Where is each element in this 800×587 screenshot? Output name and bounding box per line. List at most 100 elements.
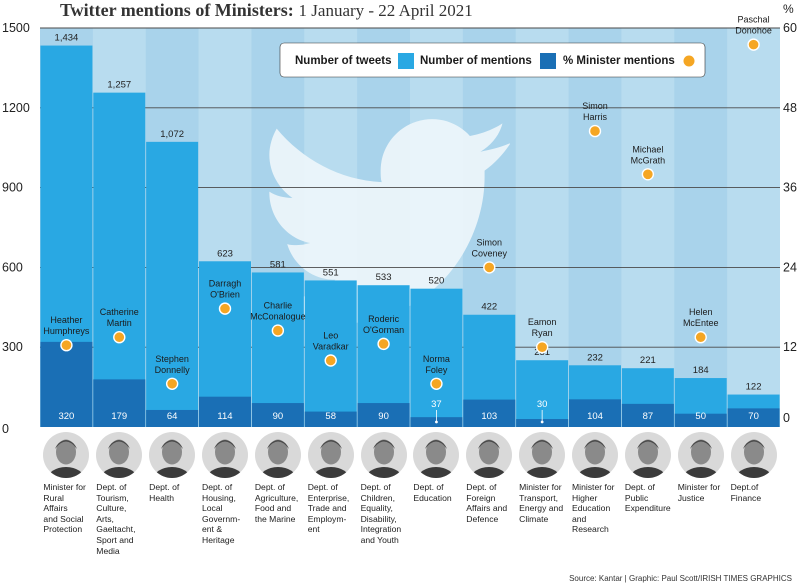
tweets-bar (93, 92, 146, 427)
legend-label-mentions: Number of mentions (420, 55, 532, 67)
department-label-line: Dept. of (360, 482, 391, 492)
minister-photo (466, 432, 513, 478)
minister-name-label: Catherine Martin (100, 307, 139, 328)
y-left-tick-label: 600 (2, 260, 23, 274)
mentions-value-label: 37 (431, 399, 442, 410)
department-label-line: Energy and (519, 503, 564, 514)
tweets-value-label: 623 (217, 248, 233, 259)
minister-mention-dot (694, 331, 707, 344)
minister-name-line: McEntee (683, 318, 719, 328)
mentions-bar (569, 399, 621, 427)
person-icon (519, 432, 566, 478)
minister-name-line: Darragh (209, 279, 242, 289)
mentions-leader-dot (540, 420, 544, 424)
department-label-line: and (572, 513, 587, 524)
person-icon (466, 432, 513, 478)
minister-name-label: Simon Coveney (472, 237, 508, 258)
person-icon (730, 432, 777, 478)
minister-name-label: Helen McEntee (683, 307, 719, 328)
minister-name-line: Stephen (155, 354, 189, 364)
legend-label-minister-pct: % Minister mentions (563, 55, 675, 67)
department-label-line: Education (572, 503, 611, 514)
minister-name-label: Paschal Donohoe (735, 15, 772, 36)
department-label: Minister for Higher Education and Research (572, 482, 624, 535)
department-label-line: Minister for (43, 482, 86, 492)
twitter-logo-watermark (258, 119, 510, 324)
person-icon (572, 432, 618, 478)
mentions-bar (146, 409, 199, 427)
person-icon (624, 432, 671, 478)
department-label-line: ent & (202, 524, 223, 535)
minister-name-line: Ryan (532, 328, 553, 338)
legend-swatch-minister-pct (683, 55, 695, 67)
mentions-value-label: 87 (643, 411, 654, 422)
department-label: Dept. of Agriculture, Food and the Marine (255, 482, 307, 524)
minister-name-line: Leo (323, 331, 338, 341)
minister-name-line: McGrath (631, 155, 666, 165)
department-label-line: Dept. of (624, 482, 655, 492)
department-label-line: Agriculture, (254, 492, 299, 503)
person-icon (677, 432, 724, 478)
department-label-line: Finance (730, 492, 762, 503)
department-label-line: Children, (360, 492, 395, 503)
department-label-line: Public (624, 492, 649, 503)
department-label: Dept. of Enterprise, Trade and Employm-ent (308, 482, 360, 535)
department-label-line: Climate (519, 513, 549, 524)
department-label-line: Local (202, 503, 223, 514)
mentions-value-label: 30 (537, 399, 548, 410)
minister-name-label: Norma Foley (423, 354, 450, 375)
department-label-line: Food and (254, 503, 292, 514)
tweets-value-label: 232 (587, 352, 603, 363)
y-right-tick-label: 36 (783, 181, 797, 195)
minister-mention-dot (218, 302, 232, 315)
tweets-value-label: 551 (323, 267, 339, 278)
department-label-line: Research (572, 524, 609, 535)
department-label-line: Minister for (677, 482, 721, 492)
tweets-value-label: 221 (640, 355, 656, 366)
mentions-bar (251, 403, 304, 427)
minister-photo (730, 432, 777, 478)
minister-name-line: Catherine (100, 307, 139, 317)
department-label-line: Health (149, 492, 174, 503)
department-label-line: Higher (572, 492, 598, 503)
plot-band (674, 28, 728, 427)
department-label-line: Foreign (466, 492, 496, 503)
minister-name-label: Simon Harris (582, 101, 608, 122)
department-label: Dept. of Health (149, 482, 201, 503)
department-label-line: Dept. of (202, 482, 233, 492)
department-label: Dept. of Education (413, 482, 465, 503)
y-left-tick-label: 1200 (2, 101, 30, 115)
person-icon (307, 432, 354, 478)
minister-name-label: Roderic O'Gorman (363, 314, 404, 335)
department-label-line: Gaeltacht, (96, 524, 136, 535)
mentions-value-label: 104 (587, 411, 603, 422)
tweets-bar (410, 288, 463, 427)
minister-mention-dot (483, 261, 496, 274)
minister-name-line: Heather (50, 315, 82, 325)
legend-box (279, 42, 706, 78)
person-icon (360, 432, 407, 478)
tweets-value-label: 122 (746, 382, 762, 393)
department-label-line: Enterprise, (307, 492, 350, 503)
minister-name-label: Charlie McConalogue (250, 301, 306, 322)
minister-name-label: Michael McGrath (631, 144, 666, 165)
minister-mention-dot (430, 377, 443, 390)
minister-name-label: Heather Humphreys (43, 315, 90, 336)
department-label-line: Rural (43, 492, 64, 503)
minister-mention-dot (747, 38, 760, 51)
minister-mention-dot (324, 354, 337, 367)
department-label-line: Integration (360, 524, 402, 535)
minister-name-label: Leo Varadkar (313, 331, 349, 352)
minister-photo (519, 432, 566, 478)
mentions-value-label: 50 (695, 411, 706, 422)
minister-photo (413, 432, 460, 478)
mentions-bar (40, 341, 93, 427)
y-left-tick-label: 300 (2, 340, 23, 354)
minister-name-line: Charlie (264, 301, 293, 311)
y-right-tick-label: 0 (783, 411, 790, 425)
minister-name-line: Humphreys (43, 326, 90, 336)
minister-photo (254, 432, 301, 478)
department-label: Dept.of Finance (731, 482, 783, 503)
tweets-value-label: 184 (693, 365, 709, 376)
